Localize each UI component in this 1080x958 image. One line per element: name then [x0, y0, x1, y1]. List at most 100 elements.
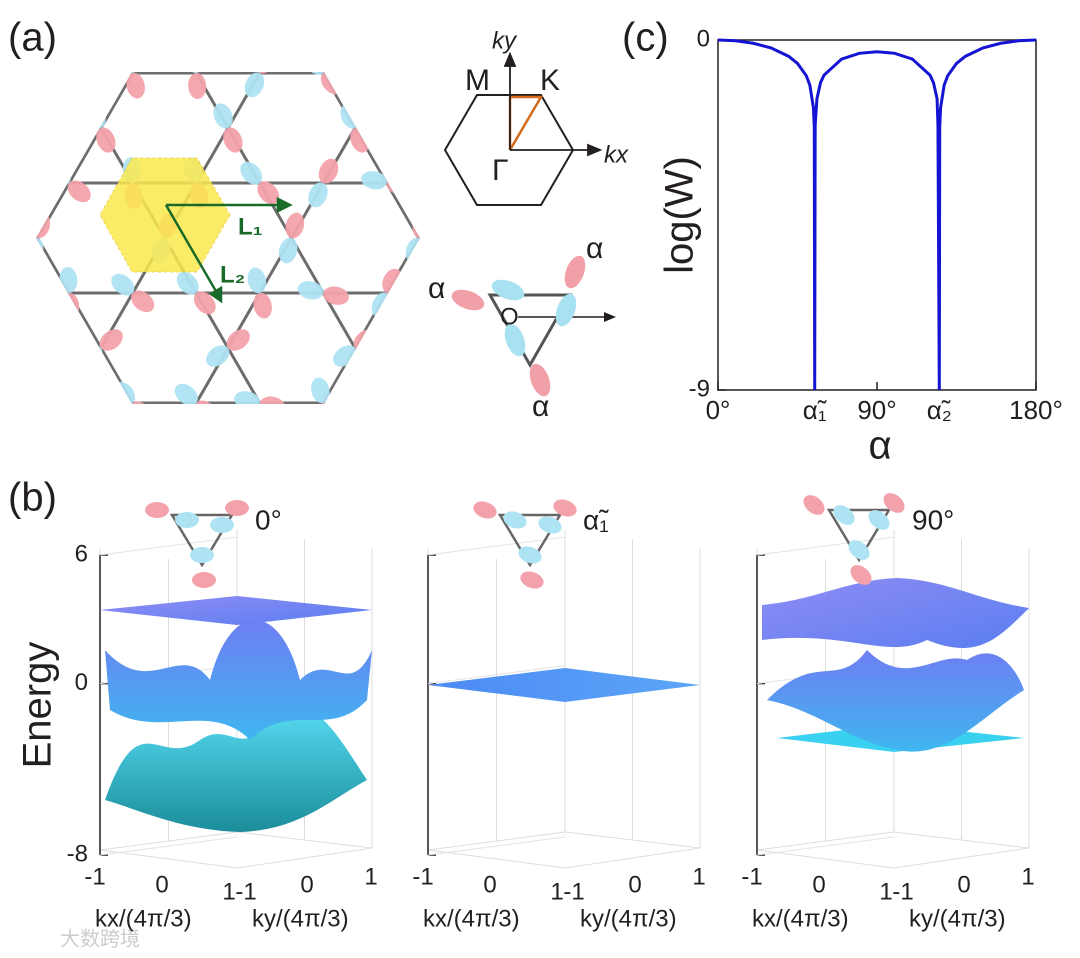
y-axis-label: log(W)	[658, 156, 702, 274]
grid-line	[99, 536, 238, 556]
lobe	[213, 103, 233, 129]
arrowhead	[587, 143, 603, 157]
lobe	[96, 127, 116, 153]
orbital	[186, 72, 207, 99]
z-tick-label: -8	[67, 840, 88, 867]
lobe	[176, 271, 199, 295]
lobe	[190, 547, 214, 563]
watermark: 大数跨境	[60, 927, 140, 950]
y-tick-label: 0	[300, 871, 313, 898]
panel-label: (b)	[8, 476, 57, 520]
x-axis-label: α	[868, 424, 891, 468]
lobe	[491, 279, 525, 301]
lobe	[223, 127, 243, 153]
lobe	[234, 391, 260, 404]
irreducible-path	[508, 95, 544, 151]
box-edge	[564, 847, 701, 869]
lobe	[244, 72, 265, 98]
orbital	[111, 273, 155, 313]
lobe	[131, 290, 155, 313]
orbital	[311, 377, 336, 404]
lobe	[833, 505, 855, 525]
x-tick-label: α̃₂	[927, 395, 952, 425]
lobe	[36, 237, 44, 264]
arrowhead	[503, 51, 517, 67]
lobe	[186, 72, 205, 74]
band	[105, 620, 372, 740]
lobe	[564, 255, 586, 289]
arrowhead	[604, 312, 616, 322]
lobe	[36, 212, 51, 239]
lobe	[61, 292, 80, 319]
grid-line	[427, 536, 566, 556]
x-tick-label: -1	[84, 863, 105, 890]
lobe	[311, 377, 330, 404]
y-axis-label: ky/(4π/3)	[909, 905, 1006, 932]
kagome-lattice	[36, 72, 420, 404]
lobe	[278, 237, 298, 264]
y-tick-label: 0	[697, 25, 710, 52]
grid-line	[756, 536, 895, 556]
unit-cell	[99, 157, 231, 273]
orbital	[361, 171, 413, 195]
x-tick-label: α̃₁	[803, 395, 827, 425]
triangle	[169, 513, 235, 568]
lobe	[555, 293, 577, 327]
l1-label: L₁	[238, 213, 263, 240]
x-tick-label: 90°	[857, 395, 896, 425]
band	[767, 650, 1024, 752]
bond	[169, 72, 420, 404]
y-tick-label: -1	[235, 878, 256, 905]
kx-label: kx	[604, 141, 629, 168]
orbital	[297, 281, 349, 305]
z-axis-label: Energy	[16, 642, 60, 769]
arrowhead	[276, 196, 293, 214]
y-tick-label: 1	[1021, 863, 1034, 890]
box-edge	[236, 847, 373, 869]
lattice-vectors	[164, 196, 293, 304]
lobe	[803, 495, 825, 515]
y-tick-label: -9	[689, 375, 710, 402]
panel-label: (c)	[622, 16, 669, 60]
orbital	[333, 329, 377, 367]
angle-label: α	[532, 390, 549, 423]
panel-label: (a)	[8, 16, 57, 60]
orbital	[278, 212, 305, 264]
grid-line	[427, 665, 566, 685]
angle-label: α̃₁	[583, 504, 609, 535]
curve	[717, 38, 1037, 391]
y-axis-label: ky/(4π/3)	[252, 905, 349, 932]
x-tick-label: 0°	[706, 395, 731, 425]
arrow	[164, 204, 219, 294]
lobe	[451, 289, 485, 311]
box-edge	[893, 847, 1030, 869]
lobe	[504, 323, 526, 357]
arrowhead	[208, 285, 223, 304]
y-tick-label: -1	[563, 878, 584, 905]
y-tick-label: 0	[957, 871, 970, 898]
x-tick-label: 1	[879, 878, 892, 905]
lobe	[99, 329, 123, 351]
orbital	[79, 329, 123, 367]
lobe	[188, 72, 207, 99]
lobe	[883, 493, 905, 513]
lobe	[259, 396, 286, 404]
angle-label: 0°	[255, 504, 282, 535]
grid-line	[427, 836, 566, 856]
l2-label: L₂	[220, 261, 245, 288]
lobe	[247, 267, 267, 294]
bond	[74, 72, 420, 404]
k-axes	[503, 51, 603, 157]
lobe	[285, 212, 305, 239]
x-tick-label: 1	[222, 878, 235, 905]
lobe	[67, 180, 91, 203]
orbital	[240, 161, 280, 205]
angle-label: α	[586, 232, 603, 265]
lobe	[253, 292, 272, 319]
angle-label: 90°	[912, 504, 954, 535]
lobe	[316, 402, 336, 404]
orbital	[174, 383, 218, 404]
lobe	[308, 182, 328, 208]
lobe	[320, 72, 343, 95]
lobe	[126, 72, 145, 99]
